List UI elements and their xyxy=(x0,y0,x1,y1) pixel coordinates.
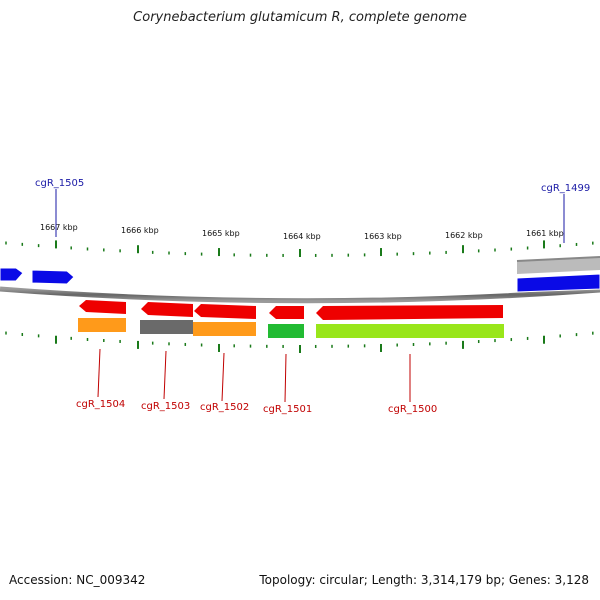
accession-text: Accession: NC_009342 xyxy=(9,573,146,587)
connector-cgr-1502 xyxy=(221,352,225,402)
scale-label-1666: 1666 kbp xyxy=(121,226,159,235)
gene-label-cgr-1503[interactable]: cgR_1503 xyxy=(141,401,190,412)
connector-cgr-1503 xyxy=(163,350,167,400)
gene-cgr-1499[interactable] xyxy=(516,273,600,293)
cog-block-cgr-1499-edge xyxy=(516,256,600,262)
gene-cgr-1501[interactable] xyxy=(269,306,304,319)
scale-label-1661: 1661 kbp xyxy=(526,229,564,238)
gene-label-cgr-1504[interactable]: cgR_1504 xyxy=(76,399,125,410)
cog-block-cgr-1501 xyxy=(268,324,304,338)
gene-label-cgr-1500[interactable]: cgR_1500 xyxy=(388,404,437,415)
forward-strand xyxy=(0,256,600,293)
scale-label-1662: 1662 kbp xyxy=(445,231,483,240)
genome-summary-text: Topology: circular; Length: 3,314,179 bp… xyxy=(259,573,589,587)
cog-block-cgr-1503 xyxy=(140,320,193,334)
gene-cgr-1500[interactable] xyxy=(316,305,503,320)
scale-label-1665: 1665 kbp xyxy=(202,229,240,238)
gene-label-cgr-1505[interactable]: cgR_1505 xyxy=(35,178,84,189)
genome-backbone xyxy=(0,286,600,304)
gene-label-cgr-1499[interactable]: cgR_1499 xyxy=(541,183,590,194)
scale-label-1664: 1664 kbp xyxy=(283,232,321,241)
map-title: Corynebacterium glutamicum R, complete g… xyxy=(133,10,467,25)
gene-label-cgr-1501[interactable]: cgR_1501 xyxy=(263,404,312,415)
scale-label-1663: 1663 kbp xyxy=(364,232,402,241)
cog-block-cgr-1500 xyxy=(316,324,504,338)
gene-cgr-1504[interactable] xyxy=(79,300,126,314)
scale-ticks-inner xyxy=(5,331,594,353)
label-connectors xyxy=(55,189,565,403)
cog-block-cgr-1499 xyxy=(517,257,600,274)
gene-cgr-1502[interactable] xyxy=(194,304,256,319)
scale-ticks-outer xyxy=(5,240,594,257)
gene-label-cgr-1502[interactable]: cgR_1502 xyxy=(200,402,249,413)
cog-block-cgr-1504 xyxy=(78,318,126,332)
connector-cgr-1504 xyxy=(97,348,101,398)
gene-cgr-1505[interactable] xyxy=(31,269,75,285)
reverse-strand xyxy=(78,300,504,338)
scale-label-1667: 1667 kbp xyxy=(40,223,78,232)
gene-cgr-1503[interactable] xyxy=(141,302,193,317)
gene-forward-left-partial[interactable] xyxy=(0,267,24,282)
cog-block-cgr-1502 xyxy=(193,322,256,336)
connector-cgr-1501 xyxy=(284,353,287,403)
